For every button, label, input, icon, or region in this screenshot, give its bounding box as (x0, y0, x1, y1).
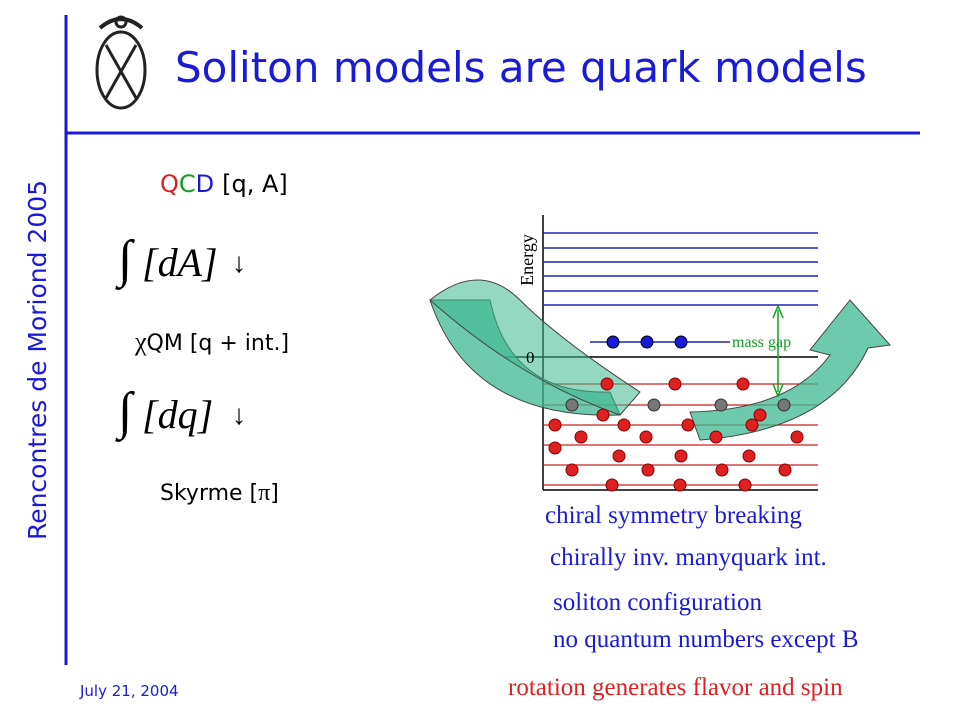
arrow: ↓ (232, 248, 246, 279)
integral-sign: ∫ (115, 383, 135, 442)
integral-sign: ∫ (115, 231, 135, 290)
shifted-quarks (565, 398, 791, 412)
skyrme: Skyrme [π] (160, 480, 279, 506)
level-diagram: Energy 0 mass gap (429, 215, 891, 492)
caption: chiral symmetry breaking (545, 502, 802, 529)
valence-quarks (606, 335, 688, 349)
caption: no quantum numbers except B (553, 626, 859, 653)
qcd-line: QCD [q, A] (160, 170, 288, 198)
measure: [dq] (142, 392, 213, 437)
caption: rotation generates flavor and spin (508, 674, 843, 701)
symbol: π (258, 480, 270, 506)
date: July 21, 2004 (79, 682, 179, 700)
chiral-qm: χQM [q + int.] (134, 327, 289, 356)
gap-arrow-heads (772, 304, 784, 398)
qcd-letter: C (179, 170, 196, 198)
qcd-fields: [q, A] (222, 170, 288, 198)
logo (95, 15, 147, 110)
sea-quarks (548, 377, 804, 492)
side-label: Rencontres de Moriond 2005 (23, 180, 52, 540)
chiral-qm-text: QM [q + int.] (147, 331, 290, 356)
measure: [dA] (142, 240, 218, 285)
zero-label: 0 (526, 348, 535, 367)
right-arrow (689, 299, 891, 441)
caption: soliton configuration (553, 589, 762, 616)
empty-levels (543, 232, 818, 343)
caption: chirally inv. manyquark int. (550, 544, 827, 571)
symbol: χ (134, 327, 147, 356)
left-arrow-back (429, 279, 641, 416)
qcd-letter: D (196, 170, 214, 198)
axis-label: Energy (517, 234, 537, 286)
qcd-letter: Q (160, 170, 179, 198)
skyrme-close: ] (270, 481, 279, 506)
title: Soliton models are quark models (175, 43, 867, 92)
skyrme-text: Skyrme [ (160, 481, 258, 506)
arrow: ↓ (232, 400, 246, 431)
gap-label: mass gap (732, 334, 791, 351)
